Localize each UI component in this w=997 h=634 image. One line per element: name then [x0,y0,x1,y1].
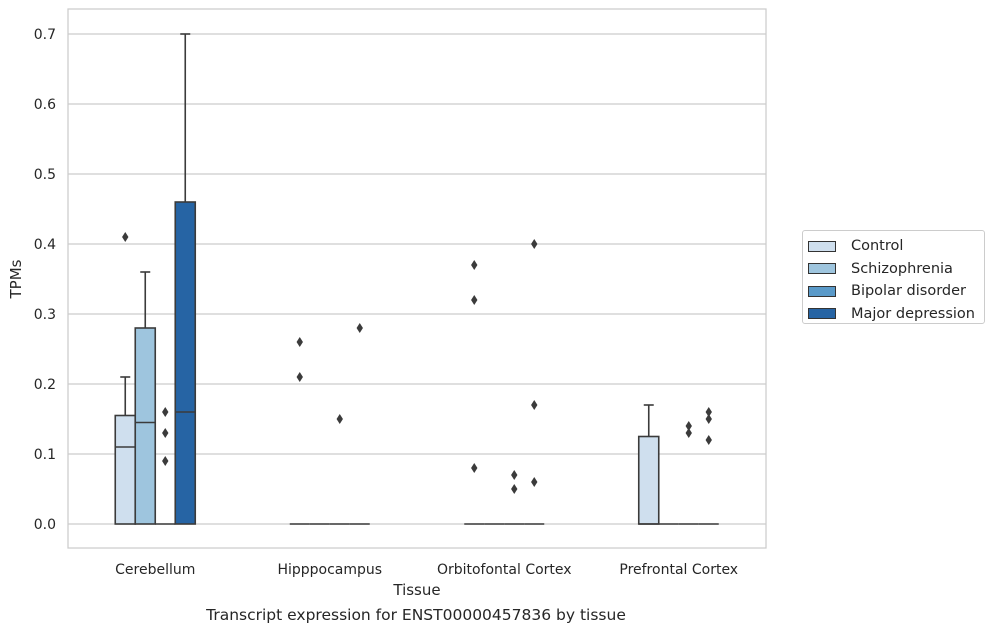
legend-swatch-schizophrenia [808,263,836,275]
outlier-prefrontal-cortex-major-depression-0 [705,407,712,417]
outlier-prefrontal-cortex-major-depression-1 [705,414,712,424]
y-tick-labels: 0.0 0.1 0.2 0.3 0.4 0.5 0.6 0.7 [34,27,56,533]
x-tick-label-cerebellum: Cerebellum [115,562,195,578]
outlier-hipppocampus-control-1 [296,372,303,382]
outlier-prefrontal-cortex-bipolar-disorder-1 [685,428,692,438]
y-tick-label-0-6: 0.6 [34,97,56,113]
legend-item-bipolar-disorder: Bipolar disorder [808,280,984,303]
y-tick-label-0-2: 0.2 [34,377,56,393]
box-prefrontal-cortex-control [637,435,660,525]
box-cerebellum-major-depression [174,201,197,525]
legend-label-schizophrenia: Schizophrenia [851,260,953,277]
outlier-orbitofontal-cortex-control-2 [471,463,478,473]
legend-swatch-major-depression [808,308,836,320]
outlier-cerebellum-bipolar-disorder-1 [162,428,169,438]
outlier-hipppocampus-bipolar-disorder-0 [336,414,343,424]
x-tick-labels: Cerebellum Hipppocampus Orbitofontal Corte… [115,562,738,578]
y-axis-title: TPMs [7,259,25,299]
outlier-prefrontal-cortex-bipolar-disorder-0 [685,421,692,431]
boxes-layer [114,33,719,525]
outlier-cerebellum-control-0 [122,232,129,242]
outlier-hipppocampus-major-depression-0 [356,323,363,333]
box-cerebellum-schizophrenia [134,327,157,525]
y-tick-label-0-0: 0.0 [34,517,56,533]
outlier-orbitofontal-cortex-control-0 [471,260,478,270]
legend-swatch-control [808,240,836,252]
legend-item-major-depression: Major depression [808,303,984,326]
outlier-orbitofontal-cortex-major-depression-0 [531,239,538,249]
outlier-orbitofontal-cortex-major-depression-1 [531,400,538,410]
legend-label-control: Control [851,238,904,255]
plot-frame [67,8,767,549]
figure-caption: Transcript expression for ENST0000045783… [206,606,626,624]
gridlines [68,33,766,525]
outlier-orbitofontal-cortex-major-depression-2 [531,477,538,487]
legend-label-major-depression: Major depression [851,305,975,322]
x-tick-label-hipppocampus: Hipppocampus [277,562,382,578]
box-cerebellum-control [114,414,137,525]
outlier-cerebellum-bipolar-disorder-0 [162,407,169,417]
legend-item-schizophrenia: Schizophrenia [808,258,984,281]
legend-label-bipolar-disorder: Bipolar disorder [851,283,966,300]
legend-item-control: Control [808,235,984,258]
outlier-orbitofontal-cortex-bipolar-disorder-1 [511,484,518,494]
x-tick-label-prefrontal-cortex: Prefrontal Cortex [619,562,738,578]
y-tick-label-0-4: 0.4 [34,237,56,253]
legend: Control Schizophrenia Bipolar disorder M… [802,230,985,324]
outlier-cerebellum-bipolar-disorder-2 [162,456,169,466]
legend-swatch-bipolar-disorder [808,285,836,297]
outlier-prefrontal-cortex-major-depression-2 [705,435,712,445]
y-tick-label-0-1: 0.1 [34,447,56,463]
outlier-orbitofontal-cortex-bipolar-disorder-0 [511,470,518,480]
y-tick-label-0-3: 0.3 [34,307,56,323]
y-tick-label-0-7: 0.7 [34,27,56,43]
outlier-orbitofontal-cortex-control-1 [471,295,478,305]
x-axis-title: Tissue [392,581,440,599]
y-tick-label-0-5: 0.5 [34,167,56,183]
outlier-hipppocampus-control-0 [296,337,303,347]
x-tick-label-orbitofontal-cortex: Orbitofontal Cortex [437,562,572,578]
